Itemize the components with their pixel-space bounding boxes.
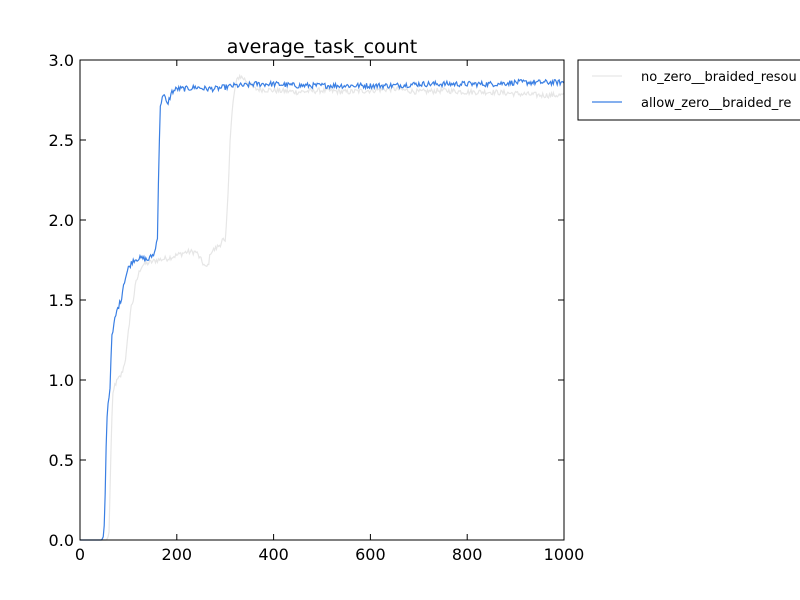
y-tick-label: 0.0 <box>49 531 74 550</box>
x-tick-label: 1000 <box>544 545 585 564</box>
chart-title: average_task_count <box>227 36 417 58</box>
series-line-1 <box>80 78 565 541</box>
x-tick-label: 200 <box>162 545 193 564</box>
legend: no_zero__braided_resou allow_zero__braid… <box>577 59 800 121</box>
y-axis: 0.0 0.5 1.0 1.5 2.0 2.5 3.0 <box>49 51 564 550</box>
y-tick-label: 1.5 <box>49 291 74 310</box>
plot-area-frame <box>79 59 565 541</box>
x-tick-label: 400 <box>258 545 289 564</box>
x-tick-label: 0 <box>75 545 85 564</box>
series-line-0 <box>80 73 565 541</box>
x-tick-label: 800 <box>452 545 483 564</box>
y-tick-label: 2.0 <box>49 211 74 230</box>
legend-label-no-zero: no_zero__braided_resou <box>641 70 797 85</box>
series-layer <box>80 73 565 541</box>
y-tick-label: 0.5 <box>49 451 74 470</box>
x-axis: 0 200 400 600 800 1000 <box>75 60 584 564</box>
legend-box <box>577 59 800 121</box>
y-tick-label: 3.0 <box>49 51 74 70</box>
y-tick-label: 1.0 <box>49 371 74 390</box>
y-tick-label: 2.5 <box>49 131 74 150</box>
x-tick-label: 600 <box>355 545 386 564</box>
legend-label-allow-zero: allow_zero__braided_re <box>641 96 791 111</box>
